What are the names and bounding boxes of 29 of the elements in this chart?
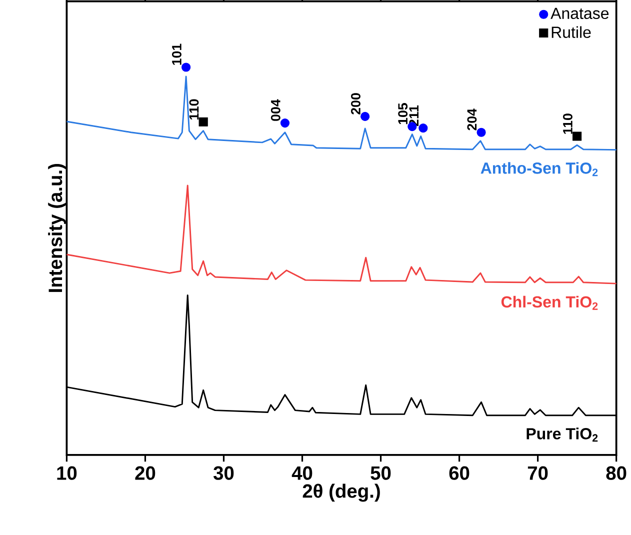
annotation: 105 <box>398 103 408 124</box>
point <box>280 118 290 128</box>
annotation: 110 <box>189 99 199 120</box>
annotation: 200 <box>351 93 360 114</box>
point <box>572 132 582 141</box>
x-axis-title: 2θ (deg.) <box>302 484 380 502</box>
point <box>360 112 370 122</box>
annotation: 101 <box>172 44 182 65</box>
point <box>198 117 208 126</box>
annotation: 204 <box>467 108 477 130</box>
x-tick-label: 70 <box>528 466 548 480</box>
series-label: Antho-Sen TiO$_{2}$ <box>480 162 598 176</box>
series-label: Pure TiO$_{2}$ <box>526 428 598 442</box>
y-axis-title: Intensity (a.u.) <box>48 164 66 292</box>
point <box>476 128 486 137</box>
x-tick-label: 20 <box>135 466 156 480</box>
series-label: Chl-Sen TiO$_{2}$ <box>501 296 598 310</box>
x-tick-label: 10 <box>57 466 77 480</box>
x-tick-label: 60 <box>449 466 470 480</box>
point <box>182 62 191 72</box>
legend-label: Anatase <box>550 8 609 20</box>
x-tick-label: 50 <box>370 466 391 480</box>
annotation: 110 <box>563 114 572 134</box>
x-tick-label: 40 <box>292 466 312 480</box>
point <box>418 124 428 133</box>
legend-label: Rutile <box>552 26 591 38</box>
annotation: 004 <box>270 99 280 121</box>
x-tick-label: 80 <box>606 466 626 480</box>
x-tick-label: 30 <box>213 466 234 480</box>
